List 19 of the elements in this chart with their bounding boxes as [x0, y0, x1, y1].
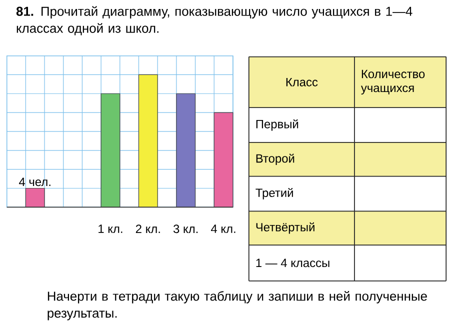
- data-label: 4 чел.: [19, 178, 50, 186]
- bar: [176, 93, 196, 208]
- x-tick-label: 2 кл.: [136, 224, 160, 234]
- bar: [100, 93, 120, 208]
- text: Третий: [256, 188, 293, 200]
- text: 1 — 4 классы: [256, 258, 330, 268]
- text: Класс: [286, 78, 318, 86]
- text: Первый: [256, 119, 298, 131]
- x-tick-label: 1 кл.: [98, 224, 122, 234]
- bar: [25, 188, 45, 208]
- chart-title: 81. Прочитай диаграмму, показывающую число учащихся в 1—4 классах одной из школ.: [16, 6, 412, 36]
- bar: [138, 74, 158, 208]
- bar: [214, 112, 234, 208]
- x-tick-label: 3 кл.: [173, 224, 198, 234]
- text: Количество учащихся: [360, 70, 425, 95]
- x-tick-label: 4 кл.: [210, 224, 236, 234]
- text: Начерти в тетради такую таблицу и запиши в ней полученные результаты.: [48, 291, 427, 320]
- text: Второй: [256, 154, 294, 166]
- text: Четвёртый: [256, 222, 314, 234]
